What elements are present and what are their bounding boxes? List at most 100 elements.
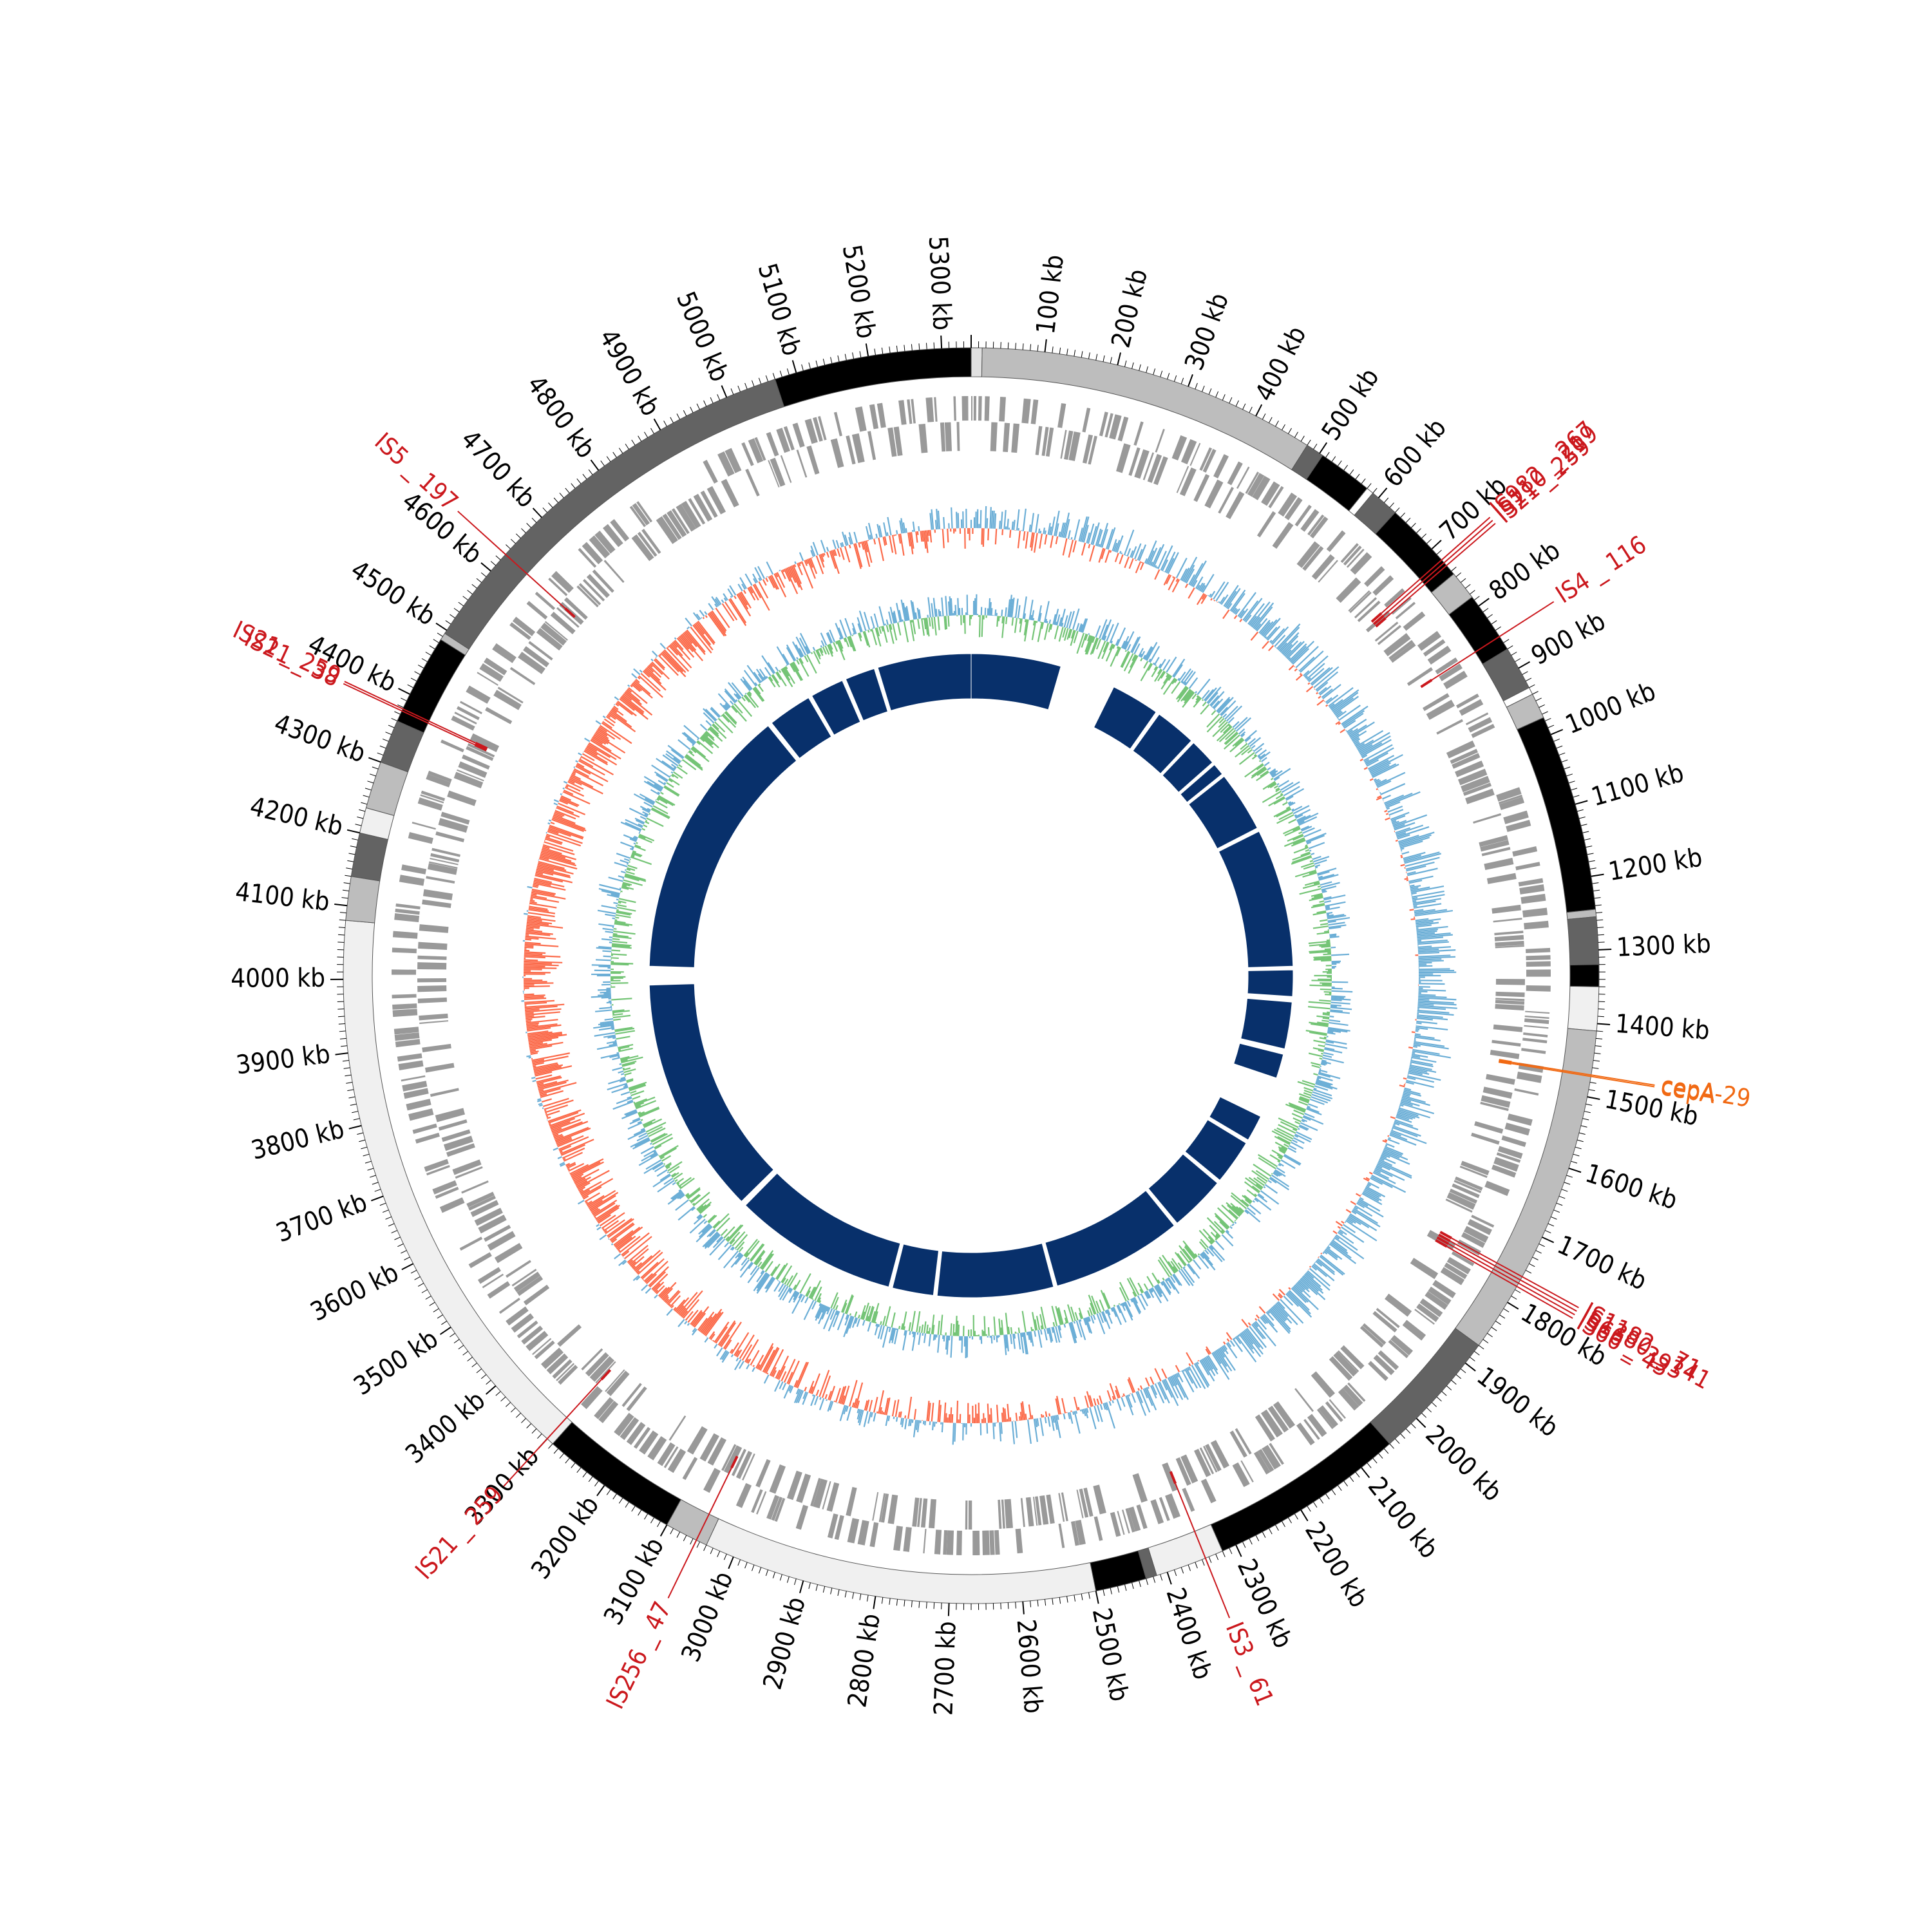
gc-skew-bar [1303,864,1315,870]
gc-skew-bar [699,1204,711,1215]
gc-skew-bar [1075,623,1080,631]
gc-content-bar [1408,875,1434,882]
gc-content-bar [526,926,540,929]
contig-ring-segment-14 [1567,916,1600,966]
gc-content-bar [744,1339,759,1363]
gc-content-bar [557,1156,562,1159]
feature-leader-line [1511,1061,1655,1086]
gc-content-bar [1115,540,1121,553]
gc-skew-bar [1242,1195,1252,1204]
gc-skew-bar [705,730,715,739]
gc-content-bar [531,1059,545,1063]
gc-skew-bar [1308,1006,1331,1010]
gc-skew-bar [1026,1332,1028,1336]
gc-content-bar [1239,618,1243,623]
gc-skew-bar [1140,663,1152,681]
gc-skew-bar [1251,1170,1268,1182]
gc-skew-bar [1034,1331,1037,1337]
gc-skew-bar [1318,1044,1325,1048]
gc-skew-bar [683,732,697,744]
gc-skew-bar [597,909,616,914]
gc-skew-bar [756,1274,770,1294]
gc-skew-bar [1292,855,1312,864]
gc-content-bar [538,1089,544,1092]
gc-content-bar [533,879,565,887]
gc-content-bar [1380,782,1406,795]
major-tick [728,1557,734,1569]
gc-skew-bar [692,1202,696,1206]
gc-skew-bar [700,736,714,748]
gc-skew-bar [939,611,942,617]
gc-content-bar [550,1121,571,1130]
gene-bar [422,1043,451,1053]
gc-content-bar [526,1019,558,1024]
gene-bar [1523,1032,1548,1037]
gc-skew-bar [1166,672,1168,675]
minor-tick [379,745,386,749]
gc-skew-bar [634,1098,647,1105]
gc-skew-bar [1315,1083,1333,1090]
minor-tick [1124,360,1127,367]
gc-skew-bar [677,1193,685,1200]
gc-content-bar [735,1357,739,1362]
gc-skew-bar [1313,958,1332,961]
gene-bar [392,1003,417,1010]
gc-skew-bar [1278,1124,1296,1134]
gc-skew-bar [819,648,824,656]
gc-skew-bar [706,1229,715,1238]
gc-content-bar [1387,805,1403,813]
gc-content-bar [557,1135,584,1148]
is-mark [474,743,488,752]
gene-bar [723,1445,743,1474]
gc-content-bar [873,1412,876,1422]
gc-content-bar [1346,1218,1354,1224]
gc-skew-bar [1010,1327,1013,1334]
gc-content-bar [1237,1334,1240,1338]
gc-content-bar [583,750,609,766]
gc-skew-bar [1287,1147,1297,1153]
gene-bar [1495,945,1524,949]
gc-skew-bar [778,1284,786,1298]
gc-skew-bar [1175,685,1187,700]
gene-bar [1481,1095,1511,1108]
gc-content-bar [1317,1258,1335,1273]
gene-bar [532,1338,552,1356]
gc-skew-bar [1293,1137,1305,1144]
gc-content-bar [656,1285,665,1294]
gc-content-bar [1235,608,1240,615]
minor-tick [918,1601,920,1608]
gc-content-bar [783,1385,791,1399]
gc-content-bar [574,1168,600,1183]
major-tick [1235,1544,1242,1557]
gc-content-bar [907,532,911,547]
gc-skew-bar [1323,894,1346,901]
feature-leader-line [344,681,476,744]
gc-content-bar [835,1388,841,1403]
gc-skew-bar [1225,1230,1234,1239]
gc-content-bar [1001,529,1004,535]
gc-skew-bar [863,611,871,630]
gc-content-bar [619,1235,641,1253]
gc-content-bar [1242,1331,1254,1345]
minor-tick [1030,1600,1032,1607]
gc-content-bar [1391,1128,1394,1130]
gc-content-bar [1388,809,1404,816]
gc-skew-bar [1330,1005,1337,1008]
gc-skew-bar [1309,871,1317,875]
gene-bar [1491,1164,1517,1178]
gc-content-bar [1270,1307,1291,1330]
gc-content-bar [1394,822,1416,831]
minor-tick [367,781,374,784]
gc-content-bar [703,1312,722,1336]
tick-label: 2700 kb [929,1620,961,1716]
gc-content-bar [883,522,887,536]
gc-content-bar [1414,1034,1435,1039]
gc-content-bar [699,609,705,617]
gc-skew-bar [1276,814,1294,824]
minor-tick [1556,1202,1563,1206]
gc-skew-bar [1148,658,1151,663]
gc-content-bar [529,1042,544,1046]
gc-skew-bar [1325,1043,1348,1049]
gc-content-bar [1397,835,1419,843]
gc-skew-bar [712,723,719,730]
